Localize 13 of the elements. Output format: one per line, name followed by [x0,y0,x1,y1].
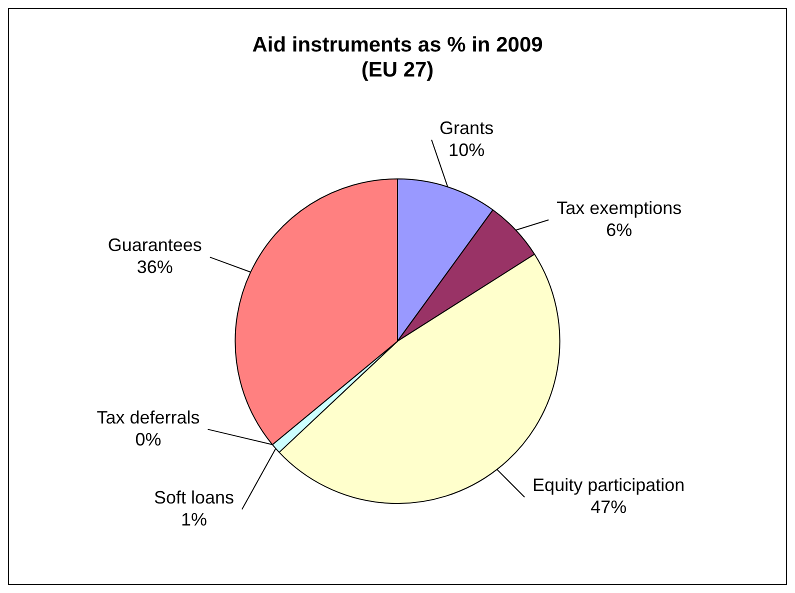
slice-label: Grants [440,118,494,138]
slice-label: Guarantees [108,235,202,256]
category-label: Tax deferrals [96,407,200,428]
data-label: 47% [590,497,627,518]
data-label: 10% [448,140,485,160]
slice-label: Tax exemptions [556,198,682,218]
text: 0% [135,429,162,450]
chart-title: Aid instruments as % in 2009 (EU 27) [252,33,543,82]
slice-label: Equity participation [532,475,685,496]
slice-label: Soft loans [154,487,234,508]
data-label: 6% [606,220,632,240]
data-label: 1% [180,509,207,530]
data-label: 36% [136,257,173,278]
